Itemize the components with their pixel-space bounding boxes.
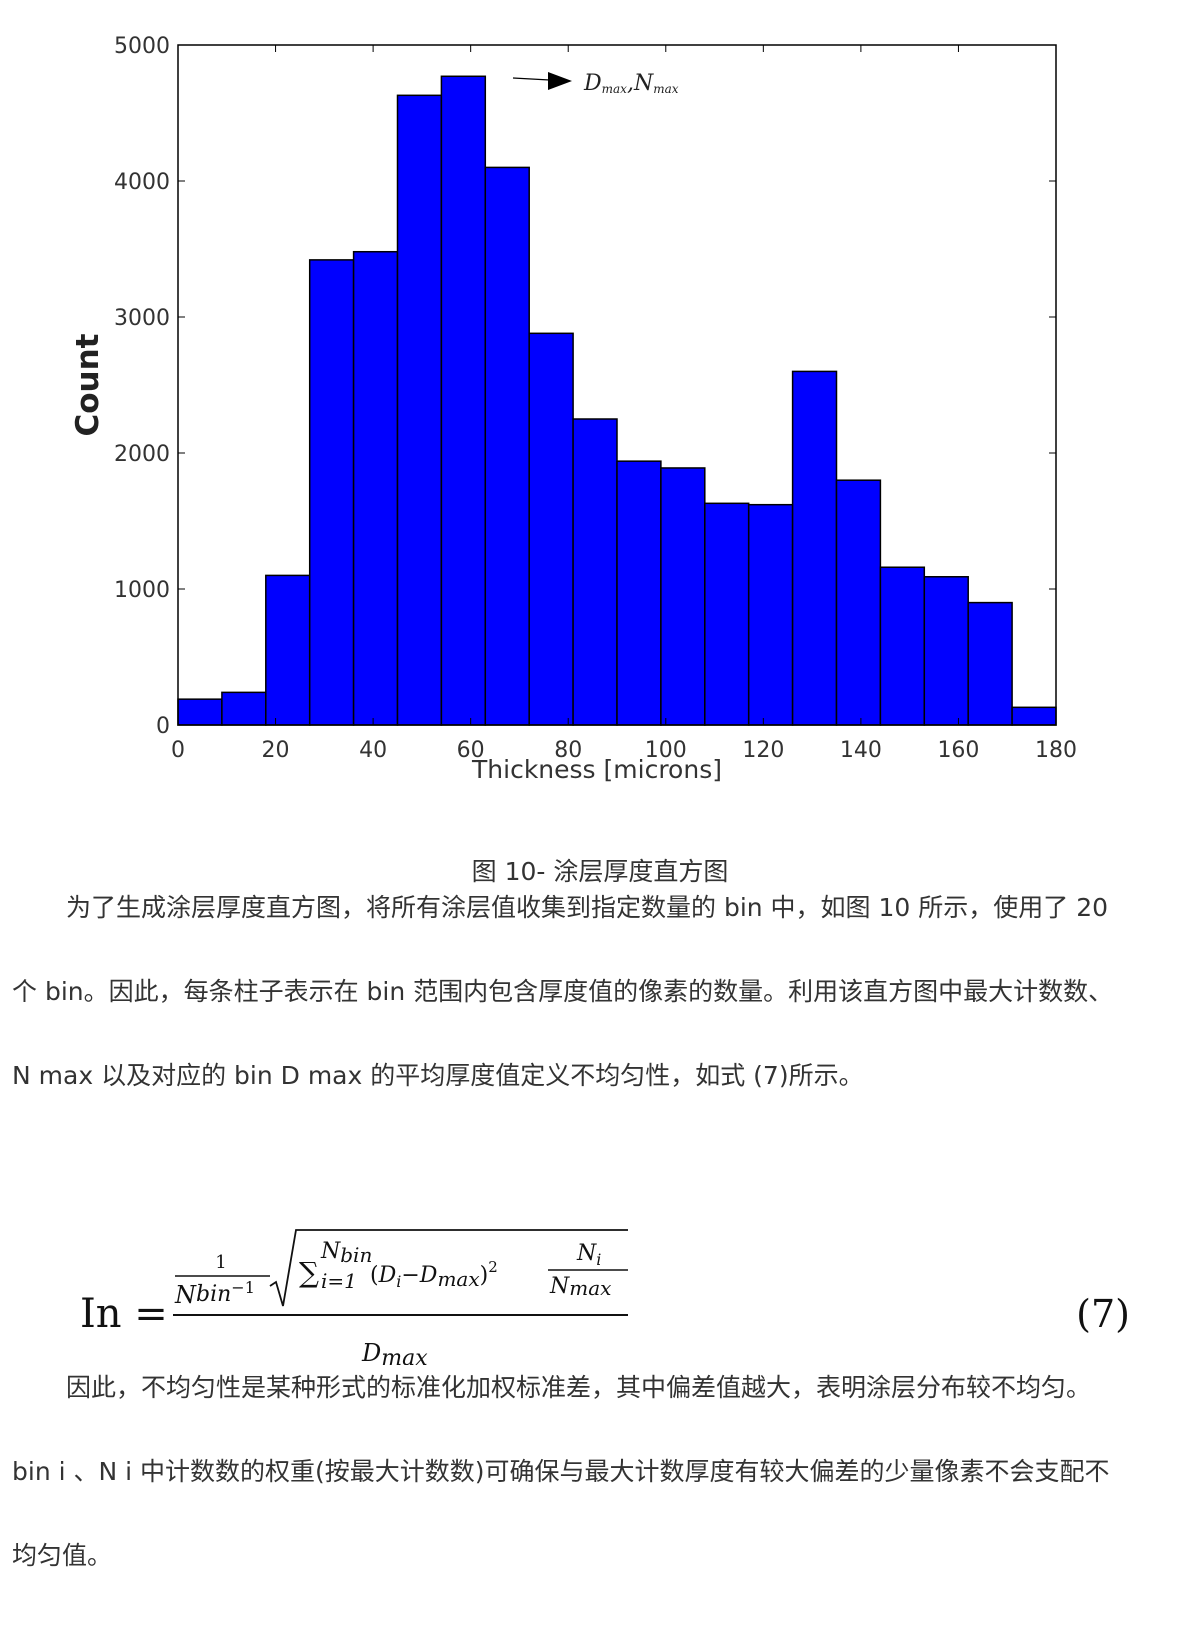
- sum-upper-n: N: [320, 1239, 341, 1264]
- histogram-bar: [308, 259, 355, 726]
- x-tick-label: 100: [645, 738, 687, 763]
- small-frac-numerator: 1: [215, 1252, 226, 1273]
- figure-caption: 图 10- 涂层厚度直方图: [471, 857, 729, 886]
- square: 2: [488, 1258, 498, 1276]
- ni-sub: i: [596, 1250, 601, 1269]
- paragraph-1-line-1: 为了生成涂层厚度直方图，将所有涂层值收集到指定数量的 bin 中，如图 10 所…: [66, 893, 1109, 922]
- paragraph-2-line-3: 均匀值。: [12, 1541, 113, 1570]
- sqrt-radical: [269, 1229, 628, 1307]
- nbin-sub: bin: [196, 1282, 231, 1307]
- formula-lhs: In =: [80, 1291, 168, 1337]
- svg-text:Dmax: Dmax: [361, 1339, 428, 1365]
- x-tick-label: 180: [1035, 738, 1077, 763]
- sigma: ∑: [299, 1256, 319, 1289]
- x-tick-label: 160: [937, 738, 979, 763]
- d-i-sub: i: [396, 1272, 401, 1291]
- annotation-n: N: [633, 71, 654, 96]
- histogram-bar: [660, 467, 706, 726]
- svg-text:Nmax: Nmax: [549, 1274, 611, 1300]
- paragraph-2-line-2: bin i 、N i 中计数数的权重(按最大计数数)可确保与最大计数厚度有较大偏…: [12, 1457, 1110, 1486]
- paragraph-2: 因此，不均匀性是某种形式的标准化加权标准差，其中偏差值越大，表明涂层分布较不均匀…: [12, 1346, 1182, 1598]
- histogram-bar: [923, 576, 969, 726]
- y-tick-label: 3000: [114, 306, 170, 331]
- svg-text:Nbin: Nbin: [320, 1239, 372, 1267]
- x-tick-label: 40: [359, 738, 387, 763]
- histogram-bar: [177, 698, 223, 726]
- x-tick-label: 20: [262, 738, 290, 763]
- rparen: ): [480, 1263, 489, 1288]
- nmax-n: N: [549, 1274, 570, 1299]
- y-tick-label: 4000: [114, 170, 170, 195]
- ni-n: N: [576, 1241, 597, 1266]
- y-tick-label: 1000: [114, 578, 170, 603]
- nbin-minus1: −1: [231, 1278, 255, 1297]
- sum-upper-bin: bin: [340, 1243, 372, 1267]
- plot-frame: [177, 44, 1057, 726]
- histogram-bar: [704, 502, 750, 726]
- x-tick-label: 140: [840, 738, 882, 763]
- svg-text:Nbin−1: Nbin−1: [174, 1278, 255, 1309]
- denominator-max: max: [381, 1346, 428, 1365]
- annotation-sep: ,: [627, 71, 634, 96]
- d-max-sub: max: [437, 1267, 479, 1291]
- d-max: D: [419, 1263, 438, 1288]
- paragraph-2-line-1: 因此，不均匀性是某种形式的标准化加权标准差，其中偏差值越大，表明涂层分布较不均匀…: [66, 1373, 1092, 1402]
- histogram-bar: [221, 691, 267, 726]
- histogram-bar: [747, 503, 794, 726]
- x-axis-label: Thickness [microns]: [471, 755, 722, 784]
- sum-lower: i=1: [321, 1269, 357, 1293]
- annotation-d-sub: max: [602, 82, 628, 96]
- histogram-bar: [484, 166, 530, 726]
- dmax-nmax-annotation: Dmax,Nmax: [512, 71, 679, 96]
- y-tick-label: 0: [156, 714, 170, 739]
- y-tick-label: 5000: [114, 34, 170, 59]
- denominator-d: D: [361, 1339, 381, 1365]
- paragraph-1-line-2: 个 bin。因此，每条柱子表示在 bin 范围内包含厚度值的像素的数量。利用该直…: [12, 977, 1114, 1006]
- equation-number: (7): [1076, 1292, 1130, 1336]
- x-tick-label: 60: [457, 738, 485, 763]
- paragraph-1: 为了生成涂层厚度直方图，将所有涂层值收集到指定数量的 bin 中，如图 10 所…: [12, 866, 1182, 1118]
- histogram-bar: [835, 479, 882, 726]
- histogram-bar: [572, 418, 618, 726]
- histogram-bar: [396, 94, 443, 726]
- svg-text:(Di−Dmax)2: (Di−Dmax)2: [370, 1258, 498, 1291]
- paragraph-1-line-3: N max 以及对应的 bin D max 的平均厚度值定义不均匀性，如式 (7…: [12, 1061, 864, 1090]
- histogram-bar: [791, 370, 838, 726]
- nmax-sub: max: [569, 1276, 611, 1300]
- histogram-bar: [352, 250, 399, 726]
- axis-ticks: 0 20 40 60 80 100 120 140 160 180 0 1000 2000 3000 400…: [114, 34, 1077, 763]
- annotation-n-sub: max: [653, 82, 679, 96]
- x-tick-label: 80: [554, 738, 582, 763]
- y-axis-label: Count: [70, 333, 106, 436]
- equation-7: In = 1 Nbin−1 ∑ Nbin i=1 (Di−Dmax)2 Ni N…: [80, 1229, 1130, 1365]
- nbin-n: N: [174, 1281, 197, 1309]
- d-i: D: [378, 1263, 397, 1288]
- histogram-bar: [879, 566, 926, 726]
- svg-text:Ni: Ni: [576, 1241, 601, 1269]
- histogram-bars: [177, 75, 1057, 726]
- histogram-bar: [616, 460, 662, 726]
- annotation-d: D: [583, 71, 602, 96]
- histogram-bar: [440, 75, 487, 726]
- histogram-bar: [967, 601, 1013, 726]
- histogram-bar: [1011, 706, 1057, 726]
- y-tick-label: 2000: [114, 442, 170, 467]
- minus: −: [401, 1263, 419, 1288]
- svg-text:Dmax,Nmax: Dmax,Nmax: [583, 71, 679, 96]
- histogram-bar: [265, 574, 311, 726]
- x-tick-label: 0: [171, 738, 185, 763]
- thickness-histogram: 0 20 40 60 80 100 120 140 160 180 0 1000 2000 3000 400…: [70, 34, 1077, 784]
- x-tick-label: 120: [742, 738, 784, 763]
- histogram-bar: [528, 332, 574, 726]
- lparen: (: [370, 1263, 379, 1288]
- annotation-arrowhead: [548, 72, 572, 90]
